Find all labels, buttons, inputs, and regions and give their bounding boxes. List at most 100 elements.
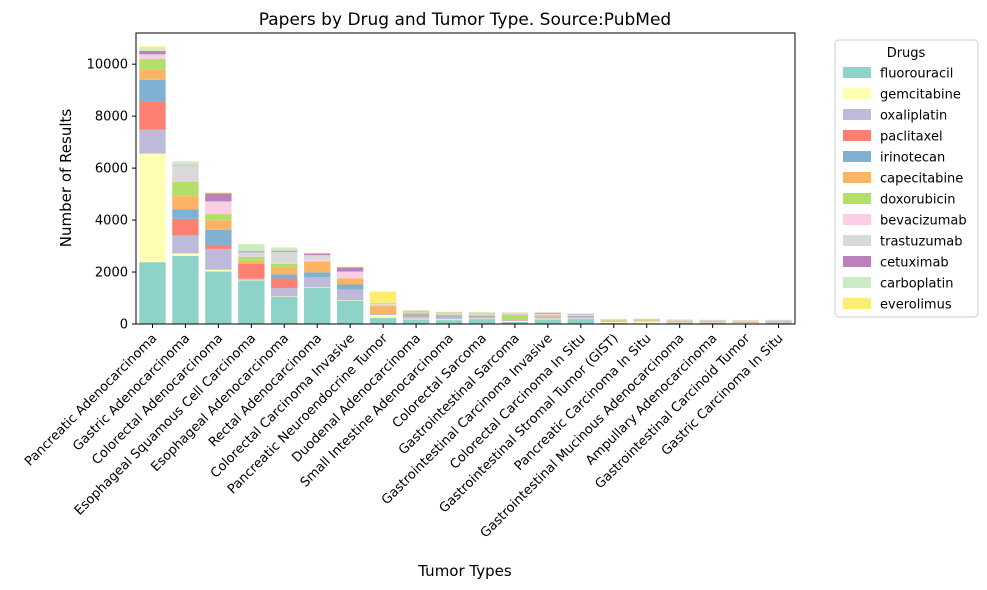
bar-segment-fluorouracil	[501, 321, 529, 324]
bar-segment-trastuzumab	[337, 271, 364, 273]
bar-segment-oxaliplatin	[468, 317, 496, 319]
bar-segment-oxaliplatin	[271, 288, 298, 297]
bar-segment-carboplatin	[534, 312, 562, 313]
bar-segment-irinotecan	[304, 272, 331, 278]
bar-segment-oxaliplatin	[304, 277, 331, 288]
bar-segment-fluorouracil	[304, 287, 331, 325]
bar-segment-trastuzumab	[238, 252, 265, 257]
bar-segment-bevacizumab	[337, 272, 364, 279]
bar-segment-carboplatin	[435, 311, 463, 313]
bar-segment-carboplatin	[304, 252, 331, 254]
bar-segment-capecitabine	[304, 261, 331, 273]
bar-segment-fluorouracil	[337, 300, 364, 324]
bar-segment-fluorouracil	[534, 319, 562, 324]
legend-label-cetuximab: cetuximab	[880, 256, 949, 271]
legend-swatch-paclitaxel	[843, 130, 871, 141]
bar-segment-paclitaxel	[402, 315, 430, 316]
bar-segment-fluorouracil	[600, 322, 627, 324]
bar-segment-bevacizumab	[468, 314, 496, 315]
bar-segment-trastuzumab	[402, 311, 430, 313]
bar-segment-oxaliplatin	[633, 320, 660, 322]
bar-segment-gemcitabine	[172, 253, 199, 256]
bar-segment-gemcitabine	[337, 300, 364, 301]
bar-segment-capecitabine	[501, 319, 529, 320]
y-axis-label: Number of Results	[57, 109, 75, 248]
bar-segment-carboplatin	[369, 302, 397, 304]
bar-segment-oxaliplatin	[699, 321, 726, 323]
bar-segment-oxaliplatin	[238, 278, 265, 280]
bar-segment-cetuximab	[567, 313, 595, 315]
legend-swatch-gemcitabine	[843, 88, 871, 99]
bar-segment-doxorubicin	[369, 305, 397, 307]
bars-layer	[139, 46, 792, 325]
bar-segment-irinotecan	[567, 316, 595, 317]
bar-segment-paclitaxel	[205, 245, 232, 249]
legend-label-carboplatin: carboplatin	[880, 277, 953, 292]
bar-segment-irinotecan	[369, 313, 397, 314]
bar-segment-bevacizumab	[271, 262, 298, 264]
bar-segment-irinotecan	[172, 209, 199, 219]
legend-label-doxorubicin: doxorubicin	[880, 193, 956, 208]
bar-segment-oxaliplatin	[172, 235, 199, 254]
bar-segment-fluorouracil	[666, 322, 693, 324]
bar-segment-capecitabine	[666, 320, 693, 322]
bar-segment-gemcitabine	[139, 153, 166, 263]
bar-segment-capecitabine	[369, 306, 397, 314]
bar-segment-trastuzumab	[139, 54, 166, 57]
bar-segment-bevacizumab	[402, 312, 430, 313]
bar-segment-gemcitabine	[369, 314, 397, 319]
bar-segment-cetuximab	[139, 50, 166, 55]
legend-swatch-bevacizumab	[843, 214, 871, 225]
bar-segment-carboplatin	[468, 312, 496, 314]
bar-segment-carboplatin	[337, 266, 364, 268]
bar-segment-bevacizumab	[567, 314, 595, 316]
legend-label-bevacizumab: bevacizumab	[880, 214, 967, 229]
bar-segment-fluorouracil	[172, 255, 199, 324]
bar-segment-carboplatin	[501, 312, 529, 315]
bar-segment-gemcitabine	[238, 279, 265, 281]
bar-segment-bevacizumab	[304, 259, 331, 262]
bar-segment-capecitabine	[271, 267, 298, 275]
bar-segment-oxaliplatin	[600, 321, 627, 322]
legend-swatch-doxorubicin	[843, 193, 871, 204]
legend-label-everolimus: everolimus	[880, 298, 952, 313]
bar-segment-irinotecan	[468, 316, 496, 318]
legend-swatch-capecitabine	[843, 172, 871, 183]
bar-segment-everolimus	[369, 291, 397, 303]
bar-segment-capecitabine	[534, 315, 562, 317]
x-axis-label: Tumor Types	[417, 562, 512, 580]
y-tick-label: 6000	[95, 162, 128, 177]
bar-segment-doxorubicin	[205, 214, 232, 221]
legend-label-gemcitabine: gemcitabine	[880, 88, 961, 103]
legend-swatch-everolimus	[843, 298, 871, 309]
bar-segment-doxorubicin	[501, 314, 529, 320]
bar-segment-fluorouracil	[435, 320, 463, 324]
bar-segment-doxorubicin	[468, 314, 496, 316]
bar-segment-irinotecan	[238, 263, 265, 264]
bar-segment-fluorouracil	[699, 322, 726, 324]
y-axis: 0 2000 4000 6000 8000 10000	[87, 58, 136, 333]
bar-segment-cetuximab	[337, 267, 364, 272]
bar-segment-oxaliplatin	[402, 315, 430, 319]
bar-segment-paclitaxel	[139, 101, 166, 130]
bar-segment-trastuzumab	[534, 313, 562, 315]
bar-segment-fluorouracil	[205, 271, 232, 324]
bar-segment-irinotecan	[435, 315, 463, 317]
bar-segment-oxaliplatin	[435, 317, 463, 320]
bar-segment-bevacizumab	[435, 313, 463, 315]
bar-segment-doxorubicin	[402, 312, 430, 314]
bar-segment-cetuximab	[304, 253, 331, 256]
bar-segment-gemcitabine	[567, 318, 595, 320]
y-tick-label: 8000	[95, 110, 128, 125]
legend-label-capecitabine: capecitabine	[880, 172, 963, 187]
bar-segment-gemcitabine	[435, 319, 463, 321]
y-tick-label: 4000	[95, 214, 128, 229]
bar-segment-gemcitabine	[501, 320, 529, 322]
legend-swatch-irinotecan	[843, 151, 871, 162]
bar-segment-gemcitabine	[534, 318, 562, 320]
bar-segment-trastuzumab	[172, 165, 199, 182]
bar-segment-capecitabine	[172, 196, 199, 210]
bar-segment-oxaliplatin	[666, 321, 693, 323]
